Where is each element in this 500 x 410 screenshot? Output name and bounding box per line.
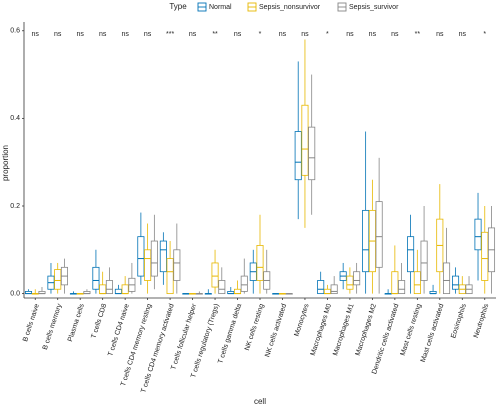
- significance-label: **: [415, 31, 421, 38]
- box: [150, 240, 158, 277]
- y-tick-label: 0.2: [10, 203, 20, 210]
- box: [346, 275, 354, 290]
- significance-label: ns: [99, 31, 107, 38]
- significance-label: ns: [369, 31, 377, 38]
- box: [294, 131, 302, 181]
- box: [481, 231, 489, 281]
- box: [474, 218, 482, 251]
- x-tick-label: Plasma cells: [67, 303, 86, 343]
- significance-label: ns: [391, 31, 399, 38]
- box: [323, 288, 331, 295]
- box: [240, 275, 248, 292]
- x-tick-label: Macrophages M1: [332, 303, 355, 357]
- box: [317, 280, 325, 295]
- x-tick-label: Dendritic cells activated: [371, 303, 400, 375]
- box: [105, 280, 113, 295]
- significance-label: **: [212, 31, 218, 38]
- box: [211, 262, 219, 288]
- box: [92, 266, 100, 290]
- box: [256, 245, 264, 281]
- significance-label: ns: [436, 31, 444, 38]
- box: [173, 249, 181, 281]
- box: [330, 284, 338, 295]
- box: [420, 240, 428, 281]
- significance-label: ns: [121, 31, 129, 38]
- significance-label: ns: [54, 31, 62, 38]
- significance-label: ns: [144, 31, 152, 38]
- box: [159, 240, 167, 273]
- box: [353, 271, 361, 286]
- legend-title: Type: [169, 2, 187, 11]
- box: [398, 280, 406, 295]
- y-tick-label: 0.0: [10, 290, 20, 297]
- significance-label: ns: [234, 31, 242, 38]
- box: [452, 275, 460, 290]
- y-tick-label: 0.6: [10, 28, 20, 35]
- box: [391, 271, 399, 295]
- x-tick-label: B cells naive: [22, 303, 41, 343]
- x-axis-title: cell: [254, 397, 266, 406]
- x-tick-label: T cells follicular helper: [170, 302, 198, 371]
- significance-label: *: [259, 31, 262, 38]
- legend-label: Normal: [209, 4, 232, 11]
- box: [218, 280, 226, 295]
- legend-label: Sepsis_nonsurvivor: [259, 4, 321, 11]
- box: [375, 201, 383, 268]
- significance-label: ns: [76, 31, 84, 38]
- box: [443, 262, 451, 295]
- significance-label: ns: [301, 31, 309, 38]
- box: [144, 249, 152, 281]
- significance-label: ns: [459, 31, 467, 38]
- x-tick-label: T cells CD8: [91, 303, 109, 340]
- x-tick-label: Macrophages M2: [355, 303, 378, 357]
- box: [234, 288, 242, 295]
- x-tick-label: NK cells resting: [244, 303, 266, 352]
- box: [137, 236, 145, 277]
- box: [54, 269, 62, 290]
- significance-label: ns: [346, 31, 354, 38]
- significance-label: *: [326, 31, 329, 38]
- x-tick-label: Mast cells resting: [400, 303, 423, 357]
- x-tick-label: Eosinophils: [450, 303, 468, 340]
- significance-label: *: [483, 31, 486, 38]
- significance-label: ***: [166, 31, 174, 38]
- box: [407, 236, 415, 273]
- box: [362, 209, 370, 273]
- x-tick-label: Macrophages M0: [310, 303, 333, 357]
- x-tick-label: NK cells activated: [264, 303, 288, 358]
- x-tick-label: T cells gamma delta: [217, 303, 243, 365]
- x-tick-label: T cells CD4 naive: [107, 303, 131, 357]
- legend-label: Sepsis_survivor: [349, 4, 399, 11]
- x-tick-label: Mast cells activated: [420, 303, 446, 363]
- y-tick-label: 0.4: [10, 115, 20, 122]
- significance-label: ns: [32, 31, 40, 38]
- box: [301, 104, 309, 176]
- significance-label: ns: [279, 31, 287, 38]
- box: [166, 258, 174, 295]
- y-axis-title: proportion: [1, 145, 10, 181]
- box: [413, 271, 421, 295]
- x-tick-label: Neutrophils: [473, 303, 491, 339]
- x-tick-label: Monocytes: [293, 303, 310, 338]
- box: [114, 288, 122, 295]
- significance-label: ns: [189, 31, 197, 38]
- box: [99, 284, 107, 295]
- box: [121, 284, 129, 295]
- box: [308, 126, 316, 181]
- x-tick-label: B cells memory: [42, 303, 64, 351]
